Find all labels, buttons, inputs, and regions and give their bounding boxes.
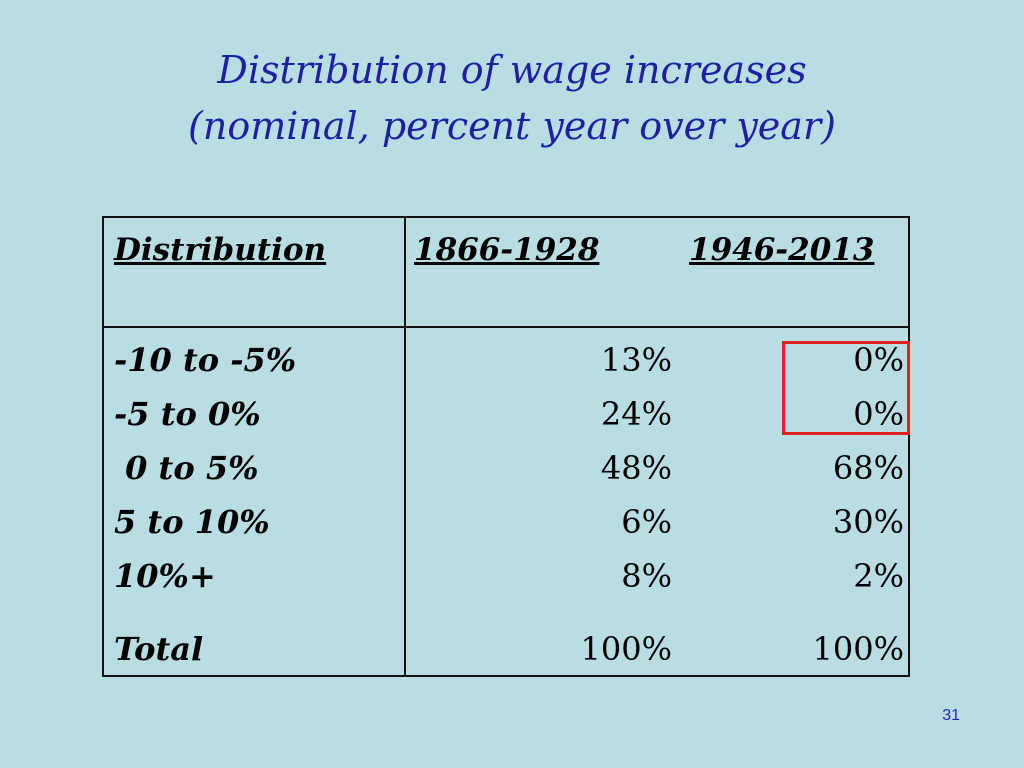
value-1946-2013: 0%	[853, 395, 904, 433]
table-row: 5 to 10% 6% 30%	[104, 503, 908, 547]
slide-number: 31	[942, 707, 960, 724]
value-1946-2013: 100%	[812, 630, 904, 668]
title-line-1: Distribution of wage increases	[217, 48, 807, 92]
value-1946-2013: 68%	[832, 449, 904, 487]
highlight-box	[782, 341, 910, 435]
table-row: 0 to 5% 48% 68%	[104, 449, 908, 493]
row-label: -5 to 0%	[114, 395, 261, 433]
row-label: 10%+	[114, 557, 216, 595]
value-1866-1928: 6%	[621, 503, 672, 541]
slide-title: Distribution of wage increases (nominal,…	[0, 42, 1024, 154]
title-line-2: (nominal, percent year over year)	[188, 104, 836, 148]
header-distribution: Distribution	[114, 232, 327, 268]
table-row-total: Total 100% 100%	[104, 630, 908, 674]
header-divider	[104, 326, 908, 328]
value-1866-1928: 8%	[621, 557, 672, 595]
column-divider	[404, 218, 406, 675]
value-1946-2013: 30%	[832, 503, 904, 541]
wage-distribution-table: Distribution 1866-1928 1946-2013 -10 to …	[102, 216, 910, 677]
table-row: -10 to -5% 13% 0%	[104, 341, 908, 385]
table-row: 10%+ 8% 2%	[104, 557, 908, 601]
header-period-1946-2013: 1946-2013	[689, 232, 875, 268]
row-label: 5 to 10%	[114, 503, 270, 541]
value-1946-2013: 2%	[853, 557, 904, 595]
row-label: -10 to -5%	[114, 341, 297, 379]
value-1866-1928: 24%	[600, 395, 672, 433]
value-1866-1928: 48%	[600, 449, 672, 487]
row-label: 0 to 5%	[114, 449, 259, 487]
value-1866-1928: 100%	[580, 630, 672, 668]
header-period-1866-1928: 1866-1928	[414, 232, 600, 268]
table-row: -5 to 0% 24% 0%	[104, 395, 908, 439]
value-1866-1928: 13%	[600, 341, 672, 379]
row-label: Total	[114, 630, 204, 668]
value-1946-2013: 0%	[853, 341, 904, 379]
